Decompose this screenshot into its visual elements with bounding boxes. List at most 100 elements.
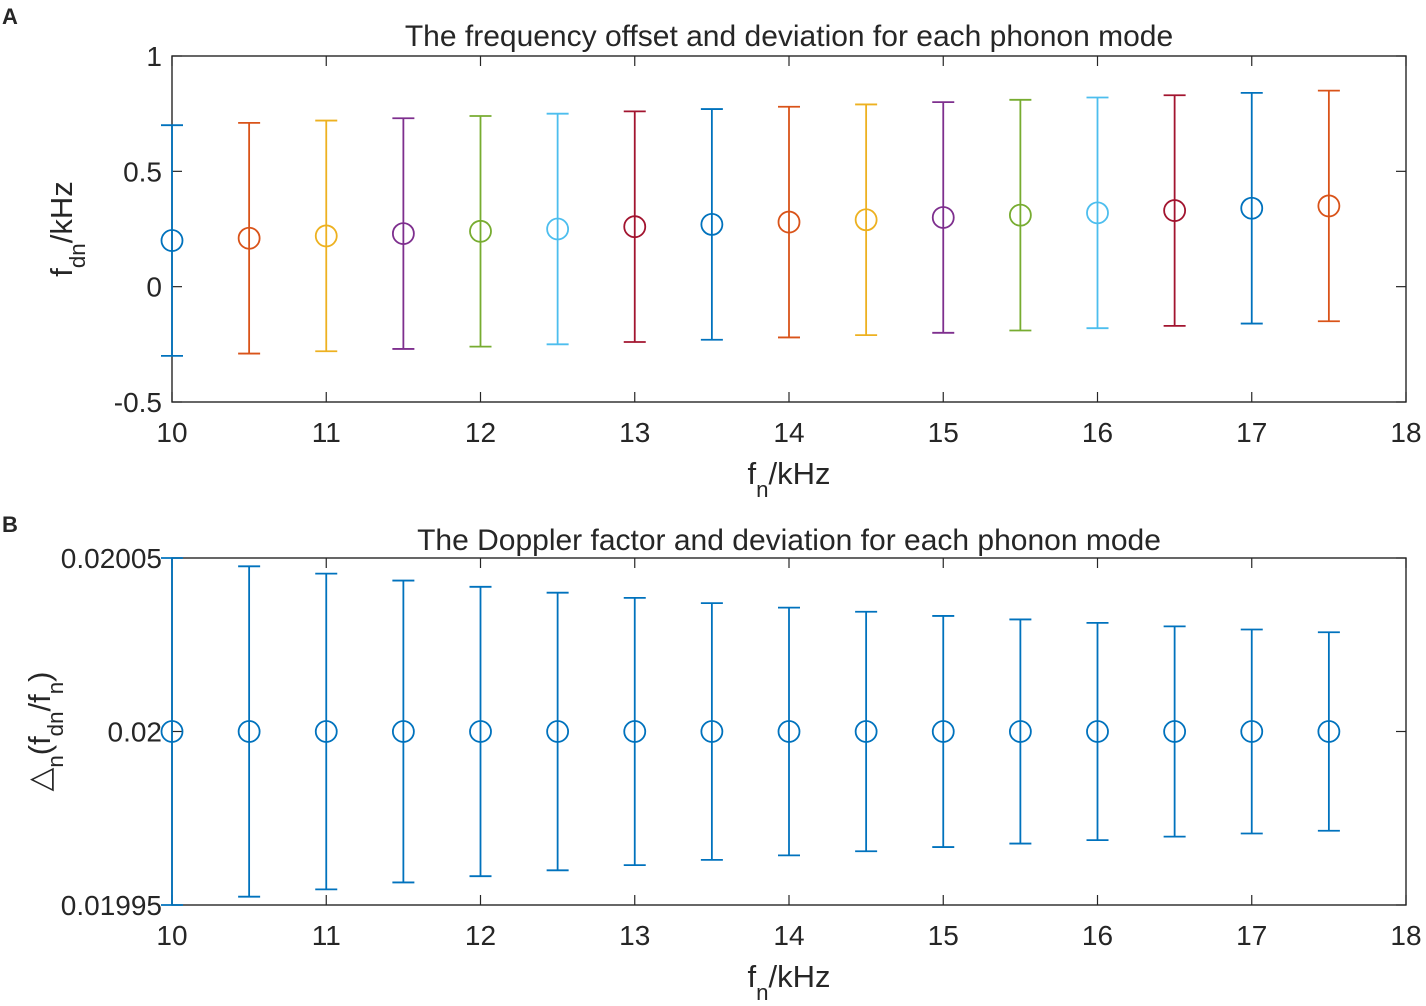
y-tick-label: 1 xyxy=(146,41,162,72)
x-tick-label: 13 xyxy=(619,920,650,951)
x-axis-label: fn/kHz xyxy=(747,959,830,1005)
data-point-marker xyxy=(1240,720,1264,743)
error-bar xyxy=(778,606,800,857)
y-tick-label: 0.5 xyxy=(123,156,162,187)
error-bar xyxy=(1317,89,1340,323)
x-tick-label: 12 xyxy=(465,417,496,448)
error-bar xyxy=(392,579,415,884)
data-point-marker xyxy=(854,720,878,743)
y-tick-label: -0.5 xyxy=(114,387,162,418)
data-point-marker xyxy=(931,720,955,743)
data-point-marker xyxy=(854,208,878,232)
data-point-marker xyxy=(391,720,415,743)
data-point-marker xyxy=(314,720,338,743)
error-bar xyxy=(392,117,415,350)
y-tick-label: 0.02 xyxy=(108,717,163,748)
data-point-marker xyxy=(546,720,570,743)
data-point-marker xyxy=(1086,201,1109,225)
error-bar xyxy=(161,124,183,357)
error-bar xyxy=(315,572,338,891)
x-tick-label: 10 xyxy=(156,920,187,951)
data-point-marker xyxy=(1086,720,1109,743)
error-bar xyxy=(1317,631,1340,832)
y-tick-label: 0 xyxy=(146,272,162,303)
error-bar xyxy=(1163,94,1186,327)
x-tick-label: 13 xyxy=(619,417,650,448)
panel-label-b: B xyxy=(2,512,18,537)
x-tick-label: 18 xyxy=(1390,920,1421,951)
data-point-marker xyxy=(160,720,184,743)
error-bar xyxy=(932,615,955,848)
x-tick-label: 14 xyxy=(773,417,804,448)
x-tick-label: 17 xyxy=(1236,920,1267,951)
error-bar xyxy=(855,610,878,853)
error-bar xyxy=(1240,628,1263,835)
error-bar xyxy=(1009,618,1032,845)
x-tick-label: 14 xyxy=(773,920,804,951)
x-tick-label: 11 xyxy=(312,920,341,951)
error-bar xyxy=(1163,625,1186,838)
y-tick-label: 0.01995 xyxy=(61,890,162,921)
x-tick-label: 10 xyxy=(156,417,187,448)
data-point-marker xyxy=(1240,196,1264,220)
x-tick-label: 15 xyxy=(928,920,959,951)
x-tick-label: 18 xyxy=(1390,417,1421,448)
x-tick-label: 17 xyxy=(1236,417,1267,448)
error-bar xyxy=(700,108,723,341)
error-bar xyxy=(1086,621,1109,842)
x-tick-label: 16 xyxy=(1082,417,1113,448)
data-point-marker xyxy=(469,720,492,743)
data-point-marker xyxy=(777,210,801,234)
y-axis-label: fdn/kHz xyxy=(44,181,90,276)
panel-a-chart: The frequency offset and deviation for e… xyxy=(44,20,1422,502)
error-bar xyxy=(855,103,878,337)
chart-title-b: The Doppler factor and deviation for eac… xyxy=(417,524,1161,557)
data-point-marker xyxy=(237,720,261,743)
data-point-marker xyxy=(1008,203,1032,227)
data-point-marker xyxy=(931,206,955,229)
x-tick-label: 16 xyxy=(1082,920,1113,951)
error-bar xyxy=(161,557,183,906)
data-point-marker xyxy=(546,217,570,241)
data-point-marker xyxy=(1317,720,1341,743)
data-point-marker xyxy=(391,222,415,246)
x-tick-label: 12 xyxy=(465,920,496,951)
error-bar xyxy=(315,119,338,353)
error-bar xyxy=(932,101,955,334)
y-tick-label: 0.02005 xyxy=(61,543,162,574)
error-bar xyxy=(238,121,261,355)
x-axis-label: fn/kHz xyxy=(747,456,830,502)
data-point-marker xyxy=(623,215,647,239)
y-axis-label: △n(fdn/fn) xyxy=(22,671,68,791)
data-point-marker xyxy=(237,226,261,250)
data-point-marker xyxy=(1163,720,1187,743)
error-bar xyxy=(238,565,261,898)
data-point-marker xyxy=(700,720,724,743)
error-bar xyxy=(1240,92,1263,325)
panel-label-a: A xyxy=(2,4,18,29)
error-bar xyxy=(778,105,800,339)
error-bar xyxy=(469,585,492,878)
error-bar xyxy=(623,597,646,866)
error-bar xyxy=(1009,98,1032,332)
data-point-marker xyxy=(160,229,184,252)
error-bar xyxy=(546,112,569,346)
error-bar xyxy=(546,591,569,872)
panel-b-chart: The Doppler factor and deviation for eac… xyxy=(22,524,1422,1005)
x-tick-label: 11 xyxy=(312,417,341,448)
data-point-marker xyxy=(777,720,801,743)
data-point-marker xyxy=(1008,720,1032,743)
error-bar xyxy=(623,110,646,343)
chart-title-a: The frequency offset and deviation for e… xyxy=(405,20,1173,53)
error-bar xyxy=(469,115,492,348)
x-tick-label: 15 xyxy=(928,417,959,448)
data-point-marker xyxy=(314,224,338,248)
error-bar xyxy=(1086,96,1109,330)
data-point-marker xyxy=(1317,194,1341,218)
data-point-marker xyxy=(700,212,724,236)
data-point-marker xyxy=(469,219,492,243)
data-point-marker xyxy=(623,720,647,743)
data-point-marker xyxy=(1163,199,1187,222)
error-bar xyxy=(700,602,723,861)
